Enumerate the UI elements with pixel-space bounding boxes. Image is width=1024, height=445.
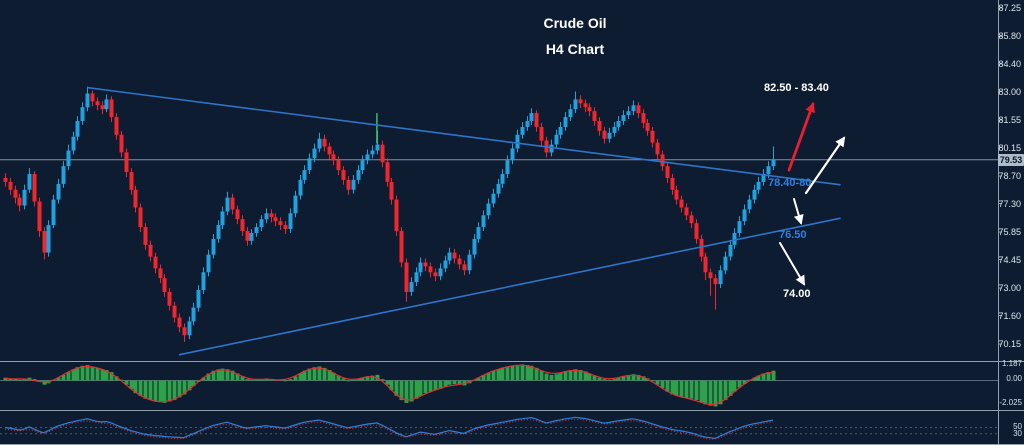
white-breakout-arrow[interactable] xyxy=(804,136,846,195)
resistance-zone-label[interactable]: 82.50 - 83.40 xyxy=(764,82,829,94)
price-axis-label: 84.40 xyxy=(998,59,1021,69)
descending-resistance-trendline[interactable] xyxy=(86,86,841,186)
candlesticks xyxy=(3,86,776,342)
oscillator-line xyxy=(4,416,774,440)
price-axis-label: 83.00 xyxy=(998,86,1021,97)
chart-title-symbol: Crude Oil xyxy=(543,15,607,31)
price-axis-label: 85.80 xyxy=(998,31,1021,42)
indicator1-scale-max: 1.187 xyxy=(1001,359,1022,368)
breakout-zone-label[interactable]: 78.40-80 xyxy=(768,177,812,189)
indicator2-scale-upper: 50 xyxy=(1013,422,1022,431)
price-axis[interactable]: 87.25 85.80 84.40 83.00 81.55 80.15 78.70 77.30… xyxy=(998,0,1024,445)
oscillator-signal-line xyxy=(4,418,774,440)
macd-signal-line xyxy=(4,364,774,406)
price-axis-label: 73.00 xyxy=(998,283,1021,293)
chart-title-timeframe: H4 Chart xyxy=(545,41,605,57)
white-pullback-arrow[interactable] xyxy=(793,198,804,225)
price-axis-label: 80.15 xyxy=(998,142,1021,153)
indicator2-scale-lower: 30 xyxy=(1013,429,1022,438)
red-projection-arrow[interactable] xyxy=(787,102,815,172)
support-level-label[interactable]: 76.50 xyxy=(779,229,807,241)
chart-title: Crude Oil H4 Chart xyxy=(543,10,606,62)
current-price-tag: 79.53 xyxy=(998,154,1024,166)
price-axis-label: 71.60 xyxy=(998,310,1021,321)
price-axis-label: 78.70 xyxy=(998,171,1021,181)
price-axis-label: 74.45 xyxy=(998,254,1021,265)
downside-target-label[interactable]: 74.00 xyxy=(783,288,811,300)
price-axis-label: 70.15 xyxy=(998,339,1021,349)
price-axis-label: 75.85 xyxy=(998,227,1021,237)
white-breakdown-arrow[interactable] xyxy=(779,242,806,286)
price-axis-label: 87.25 xyxy=(998,3,1021,13)
price-axis-label: 77.30 xyxy=(998,198,1021,209)
ascending-support-trendline[interactable] xyxy=(178,217,841,356)
indicator1-scale-zero: 0.00 xyxy=(1006,374,1022,383)
price-axis-label: 81.55 xyxy=(998,115,1021,125)
indicator1-scale-min: -2.025 xyxy=(999,398,1022,407)
macd-histogram xyxy=(3,364,776,407)
